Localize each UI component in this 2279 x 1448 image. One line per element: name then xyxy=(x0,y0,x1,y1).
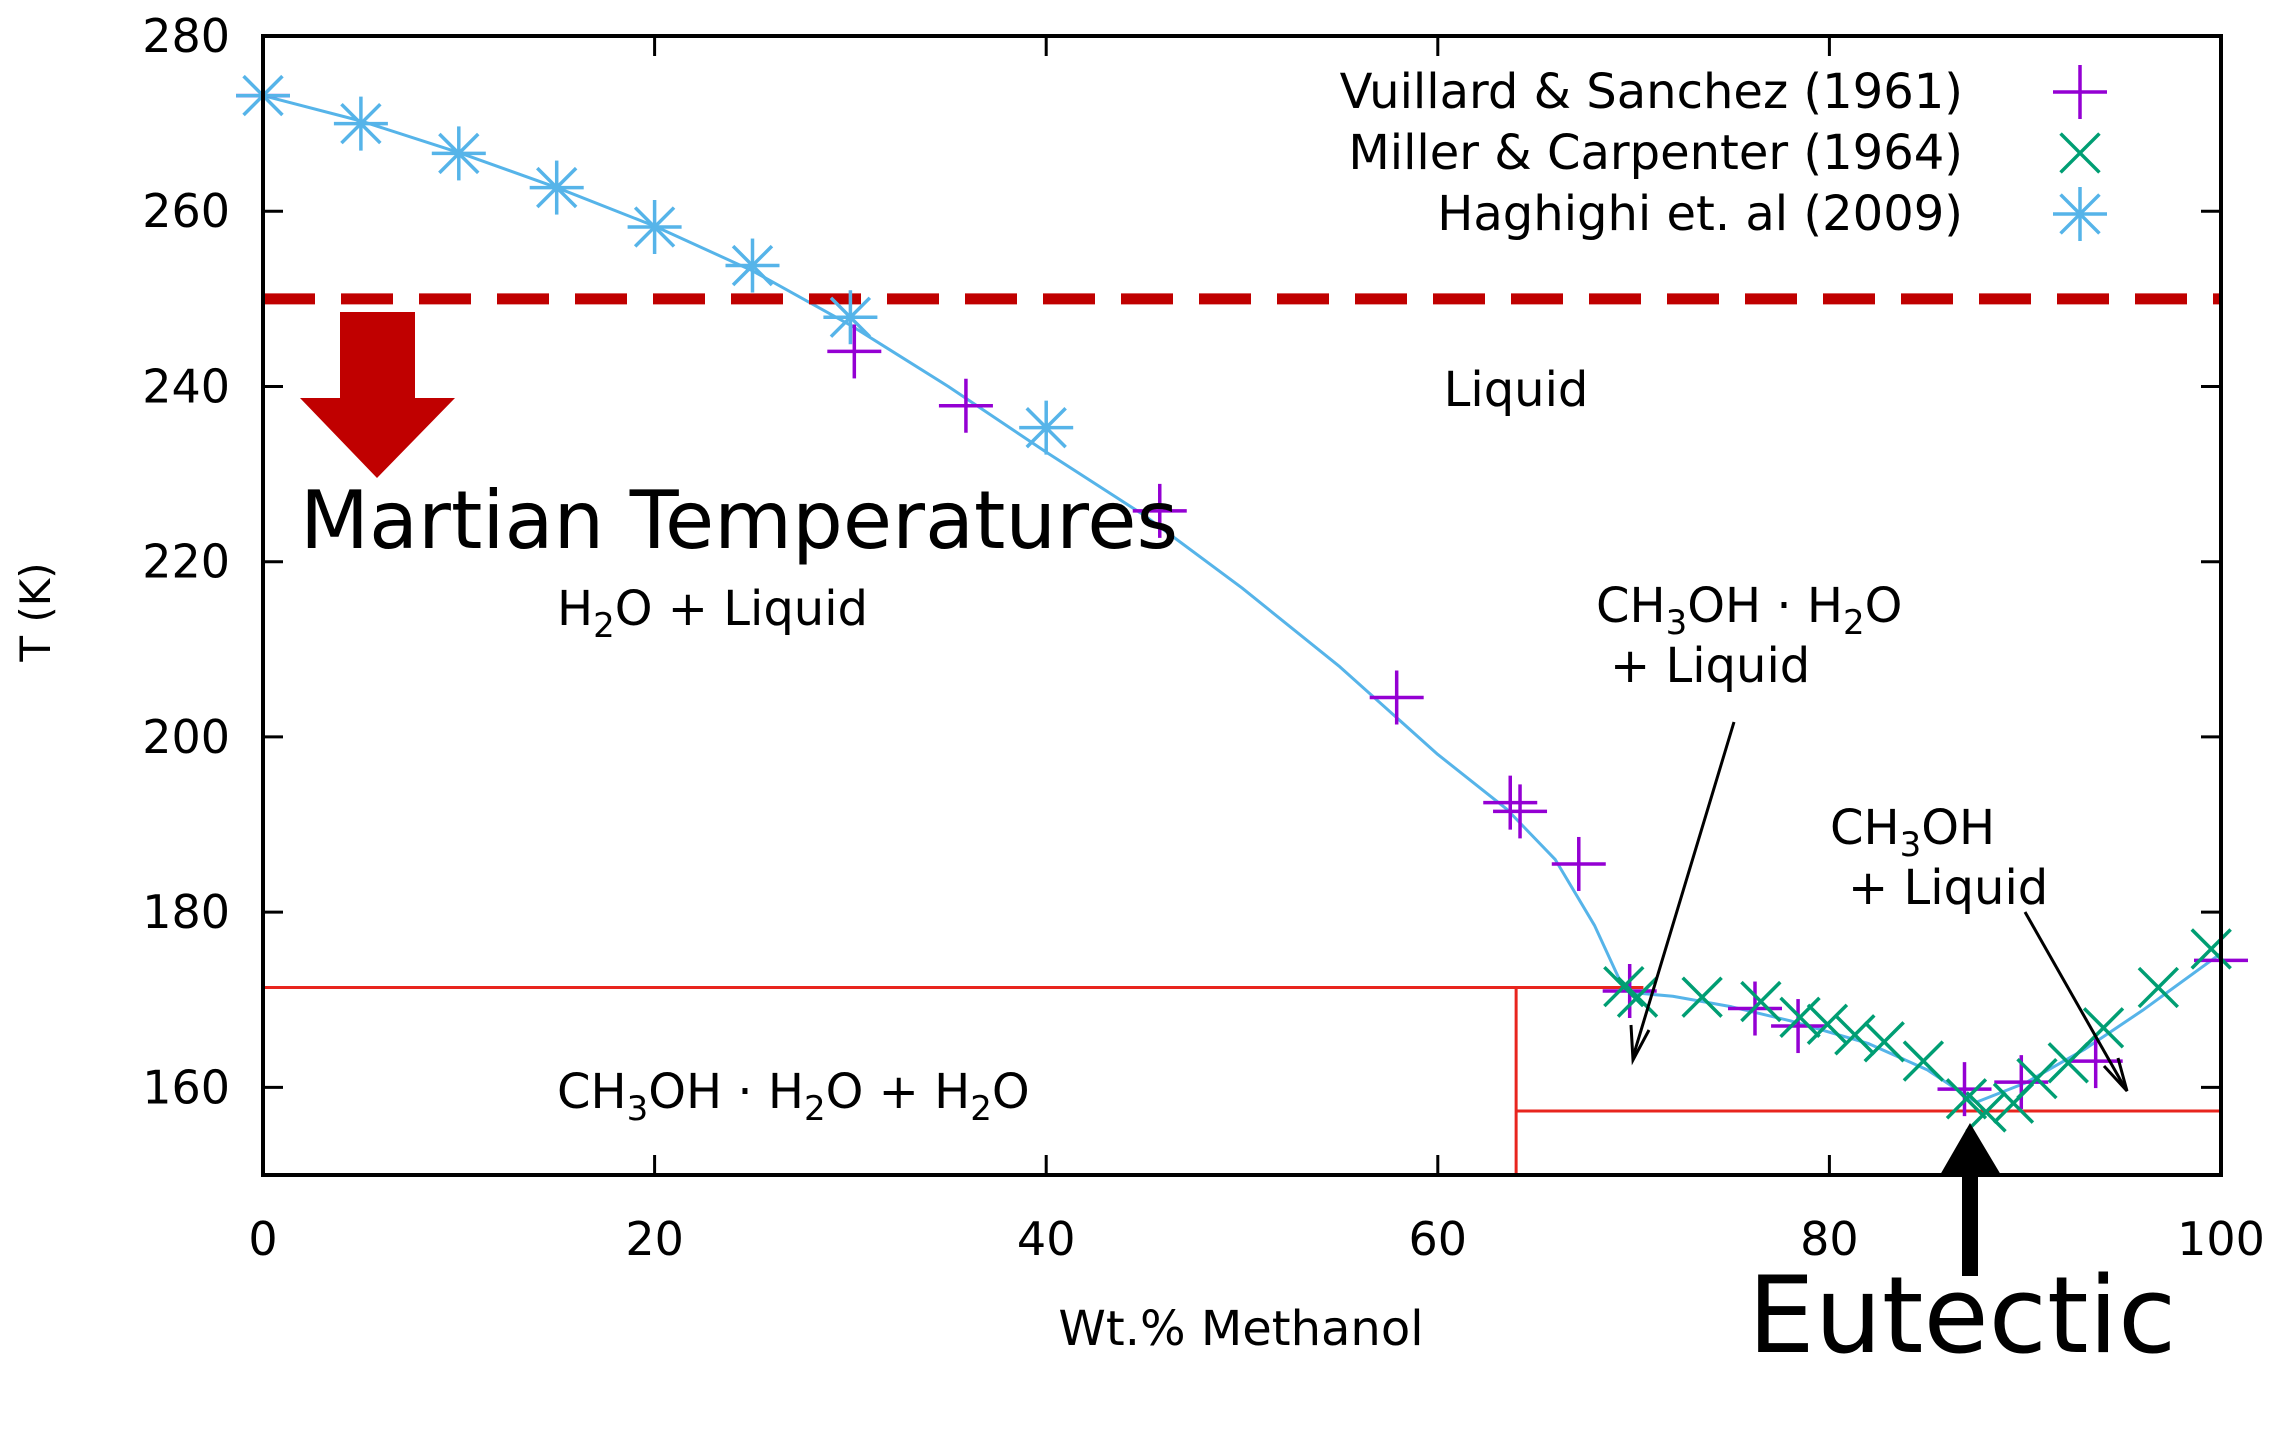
data-point-series-1 xyxy=(1483,775,1538,830)
h2o-liquid-region-label: H2O + Liquid xyxy=(557,581,868,646)
legend-marker-x xyxy=(2059,132,2101,174)
hydrate-liquid-pointer-arrowhead xyxy=(1629,1024,1651,1066)
hydrate-h2o-region-label: CH3OH · H2O + H2O xyxy=(557,1064,1030,1129)
data-point-series-2 xyxy=(1902,1040,1945,1082)
legend-entry-label: Vuillard & Sanchez (1961) xyxy=(1340,64,1963,120)
data-point-series-1 xyxy=(1369,670,1424,725)
y-tick-label: 220 xyxy=(142,535,230,589)
data-point-series-3 xyxy=(529,160,584,215)
data-point-series-3 xyxy=(333,96,388,151)
data-point-series-2 xyxy=(2047,1042,2089,1084)
legend-marker-plus xyxy=(2053,65,2107,119)
data-points-layer xyxy=(236,68,2248,1133)
y-tick-label: 180 xyxy=(142,885,230,939)
plot-frame-layer xyxy=(261,34,2223,1177)
martian-temperatures-label: Martian Temperatures xyxy=(300,474,1178,567)
data-point-series-2 xyxy=(2190,928,2232,970)
x-tick-label: 80 xyxy=(1800,1212,1859,1266)
data-point-series-3 xyxy=(431,126,486,181)
y-tick-label: 160 xyxy=(142,1060,230,1114)
x-axis-label: Wt.% Methanol xyxy=(1058,1301,1423,1357)
data-point-series-2 xyxy=(1616,976,1659,1018)
data-point-series-1 xyxy=(1551,836,1606,891)
plot-frame xyxy=(261,34,2223,1177)
hydrate-liquid-label-line2: + Liquid xyxy=(1610,638,1810,694)
legend-entry-label: Miller & Carpenter (1964) xyxy=(1348,125,1963,181)
y-tick-label: 240 xyxy=(142,359,230,413)
x-tick-label: 100 xyxy=(2177,1212,2265,1266)
legend-entry-label: Haghighi et. al (2009) xyxy=(1437,186,1963,242)
eutectic-arrow-head xyxy=(1940,1123,2001,1175)
data-point-series-3 xyxy=(1019,400,1074,455)
eutectic-label: Eutectic xyxy=(1748,1254,2177,1377)
data-point-series-2 xyxy=(1740,980,1782,1023)
data-point-series-2 xyxy=(1863,1021,1905,1063)
methanol-liquid-pointer-arrowhead xyxy=(2102,1057,2129,1093)
data-point-series-1 xyxy=(827,324,882,379)
methanol-liquid-label-line2: + Liquid xyxy=(1848,860,2048,916)
hydrate-liquid-label-line1: CH3OH · H2O xyxy=(1596,578,1902,643)
x-tick-label: 0 xyxy=(248,1212,277,1266)
y-tick-label: 260 xyxy=(142,184,230,238)
data-point-series-1 xyxy=(1937,1062,1992,1117)
data-point-series-2 xyxy=(1834,1014,1876,1056)
data-point-series-2 xyxy=(1965,1091,2007,1133)
data-point-series-1 xyxy=(1132,483,1187,538)
legend: Vuillard & Sanchez (1961)Miller & Carpen… xyxy=(1340,64,2107,242)
data-point-series-2 xyxy=(1806,1003,1849,1045)
legend-marker-asterisk xyxy=(2053,187,2107,241)
martian-temperatures-arrow xyxy=(300,312,455,478)
data-point-series-2 xyxy=(1681,976,1723,1018)
y-axis-label: T (K) xyxy=(11,562,60,662)
data-point-series-2 xyxy=(1779,996,1821,1038)
phase-boundary-lines xyxy=(263,986,2221,1175)
data-point-series-3 xyxy=(725,238,780,293)
x-tick-label: 60 xyxy=(1409,1212,1468,1266)
data-point-series-1 xyxy=(2068,1034,2123,1089)
data-point-series-2 xyxy=(2016,1057,2058,1100)
data-point-series-1 xyxy=(1771,999,1826,1054)
data-point-series-3 xyxy=(627,200,682,255)
axis-ticks-layer: 0 20 40 60 80 100 160 180 200 220 240 260 280 xyxy=(142,9,2265,1266)
x-tick-label: 40 xyxy=(1017,1212,1076,1266)
eutectic-arrow-shaft xyxy=(1962,1170,1978,1276)
liquid-region-label: Liquid xyxy=(1444,362,1589,418)
methanol-liquid-label-line1: CH3OH xyxy=(1830,800,1995,865)
data-point-series-2 xyxy=(2082,1007,2125,1049)
data-point-series-1 xyxy=(1493,784,1548,839)
data-point-series-1 xyxy=(938,378,993,433)
data-point-series-3 xyxy=(823,290,878,345)
hydrate-liquid-pointer-arrow xyxy=(1631,721,1736,1058)
methanol-liquid-pointer-arrow xyxy=(2023,911,2127,1089)
y-tick-label: 200 xyxy=(142,710,230,764)
data-point-series-2 xyxy=(2137,966,2180,1009)
x-tick-label: 20 xyxy=(625,1212,684,1266)
data-point-series-2 xyxy=(1945,1078,1988,1120)
y-tick-label: 280 xyxy=(142,9,230,63)
